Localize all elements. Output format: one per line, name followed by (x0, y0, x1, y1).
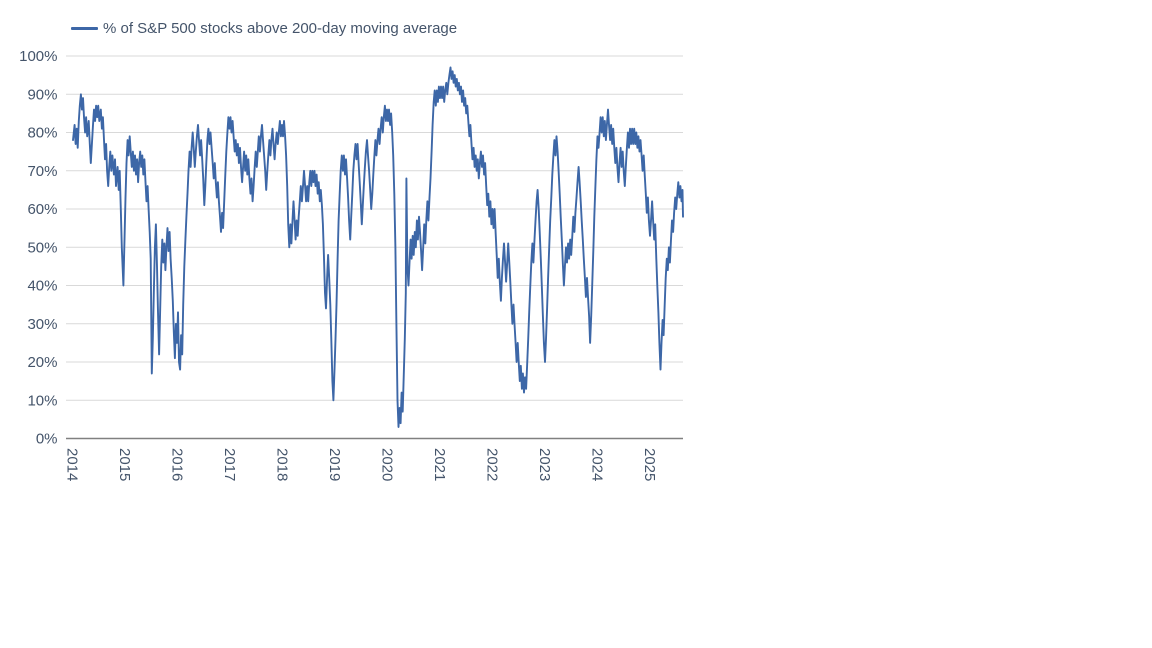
legend-line-marker (71, 26, 98, 30)
x-tick-label: 2017 (221, 448, 238, 481)
gridlines (66, 55, 683, 401)
x-tick-label: 2021 (431, 448, 448, 481)
y-tick-label: 40% (27, 278, 57, 295)
x-tick-label: 2019 (326, 448, 343, 481)
y-tick-label: 90% (27, 86, 57, 103)
x-tick-label: 2024 (589, 448, 606, 481)
legend-label: % of S&P 500 stocks above 200-day moving… (103, 19, 458, 37)
x-tick-label: 2022 (484, 448, 501, 481)
y-tick-label: 30% (27, 316, 57, 333)
y-tick-label: 50% (27, 239, 57, 256)
x-tick-label: 2014 (64, 448, 81, 481)
y-tick-label: 70% (27, 163, 57, 180)
x-tick-label: 2015 (116, 448, 133, 481)
x-tick-label: 2020 (379, 448, 396, 481)
y-tick-label: 20% (27, 354, 57, 371)
x-tick-label: 2025 (641, 448, 658, 481)
y-tick-label: 0% (36, 431, 58, 448)
y-tick-labels: 0% 10% 20% 30% 40% 50% 60% 70% 80% 90% 100% (19, 48, 57, 448)
x-tick-labels: 2014 2015 2016 2017 2018 2019 2020 2021 2022 2023… (64, 448, 659, 481)
y-tick-label: 100% (19, 48, 57, 65)
chart-legend: % of S&P 500 stocks above 200-day moving… (71, 18, 457, 38)
y-tick-label: 60% (27, 201, 57, 218)
y-tick-label: 10% (27, 392, 57, 409)
data-series-line (72, 66, 684, 428)
x-tick-label: 2018 (274, 448, 291, 481)
y-tick-label: 80% (27, 125, 57, 142)
x-tick-label: 2016 (169, 448, 186, 481)
x-tick-label: 2023 (536, 448, 553, 481)
